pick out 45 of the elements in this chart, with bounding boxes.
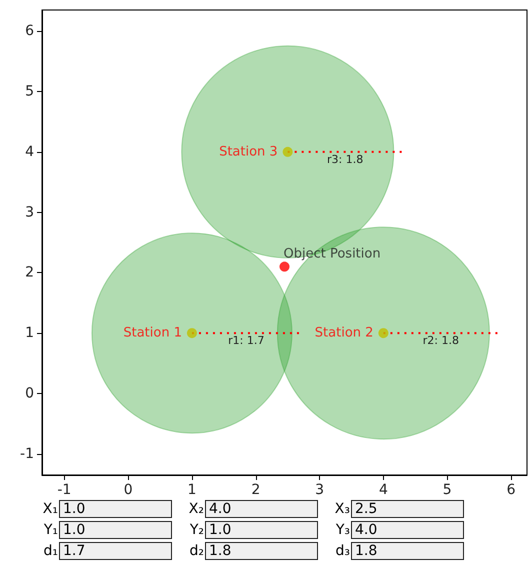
text-field: 1.8 xyxy=(205,542,318,560)
y-tick-label: 1 xyxy=(25,325,34,342)
y-tick-label: 4 xyxy=(25,144,34,160)
point xyxy=(378,328,388,338)
x-tick-label: 1 xyxy=(188,482,196,498)
y-tick-label: 2 xyxy=(25,264,34,281)
text-field: 1.8 xyxy=(351,542,464,560)
text: d₁ xyxy=(42,543,58,559)
series-label: r3: 1.8 xyxy=(327,152,364,166)
text: Y₁ xyxy=(42,522,58,538)
x-tick-label: 2 xyxy=(251,482,260,498)
series-label: r1: 1.7 xyxy=(228,334,264,348)
y-tick-label: 5 xyxy=(25,84,34,100)
data-label: Station 3 xyxy=(219,144,278,160)
text: X₁ xyxy=(42,501,58,517)
text: d₂ xyxy=(188,543,204,559)
series-label: r2: 1.8 xyxy=(422,334,459,348)
text-field: 2.5 xyxy=(351,500,464,518)
text-field: 1.0 xyxy=(59,500,172,518)
text: X₃ xyxy=(334,501,350,517)
point xyxy=(280,262,290,272)
data-label: Object Position xyxy=(284,246,381,262)
text-field: 4.0 xyxy=(205,500,318,518)
y-tick-label: 0 xyxy=(25,385,34,402)
text-field: 4.0 xyxy=(351,521,464,539)
point xyxy=(282,146,293,157)
text-field: 1.0 xyxy=(59,521,172,539)
x-tick-label: 4 xyxy=(378,482,388,498)
y-tick-label: 6 xyxy=(25,23,34,40)
x-tick-label: 5 xyxy=(442,482,452,498)
data-label: Station 1 xyxy=(123,326,182,341)
data-label: Station 2 xyxy=(314,326,374,341)
y-tick-label: 3 xyxy=(25,204,34,220)
text: d₃ xyxy=(334,543,350,559)
y-tick-label: -1 xyxy=(20,446,34,462)
text: Y₃ xyxy=(334,522,350,538)
text: X₂ xyxy=(188,501,204,517)
text: Y₂ xyxy=(188,522,204,538)
x-tick-label: 3 xyxy=(315,482,324,498)
x-tick-label: 6 xyxy=(506,482,516,498)
point xyxy=(186,328,197,338)
text-field: 1.0 xyxy=(205,521,318,539)
x-tick-label: -1 xyxy=(57,482,72,498)
text-field: 1.7 xyxy=(59,542,172,560)
x-tick-label: 0 xyxy=(124,482,133,498)
